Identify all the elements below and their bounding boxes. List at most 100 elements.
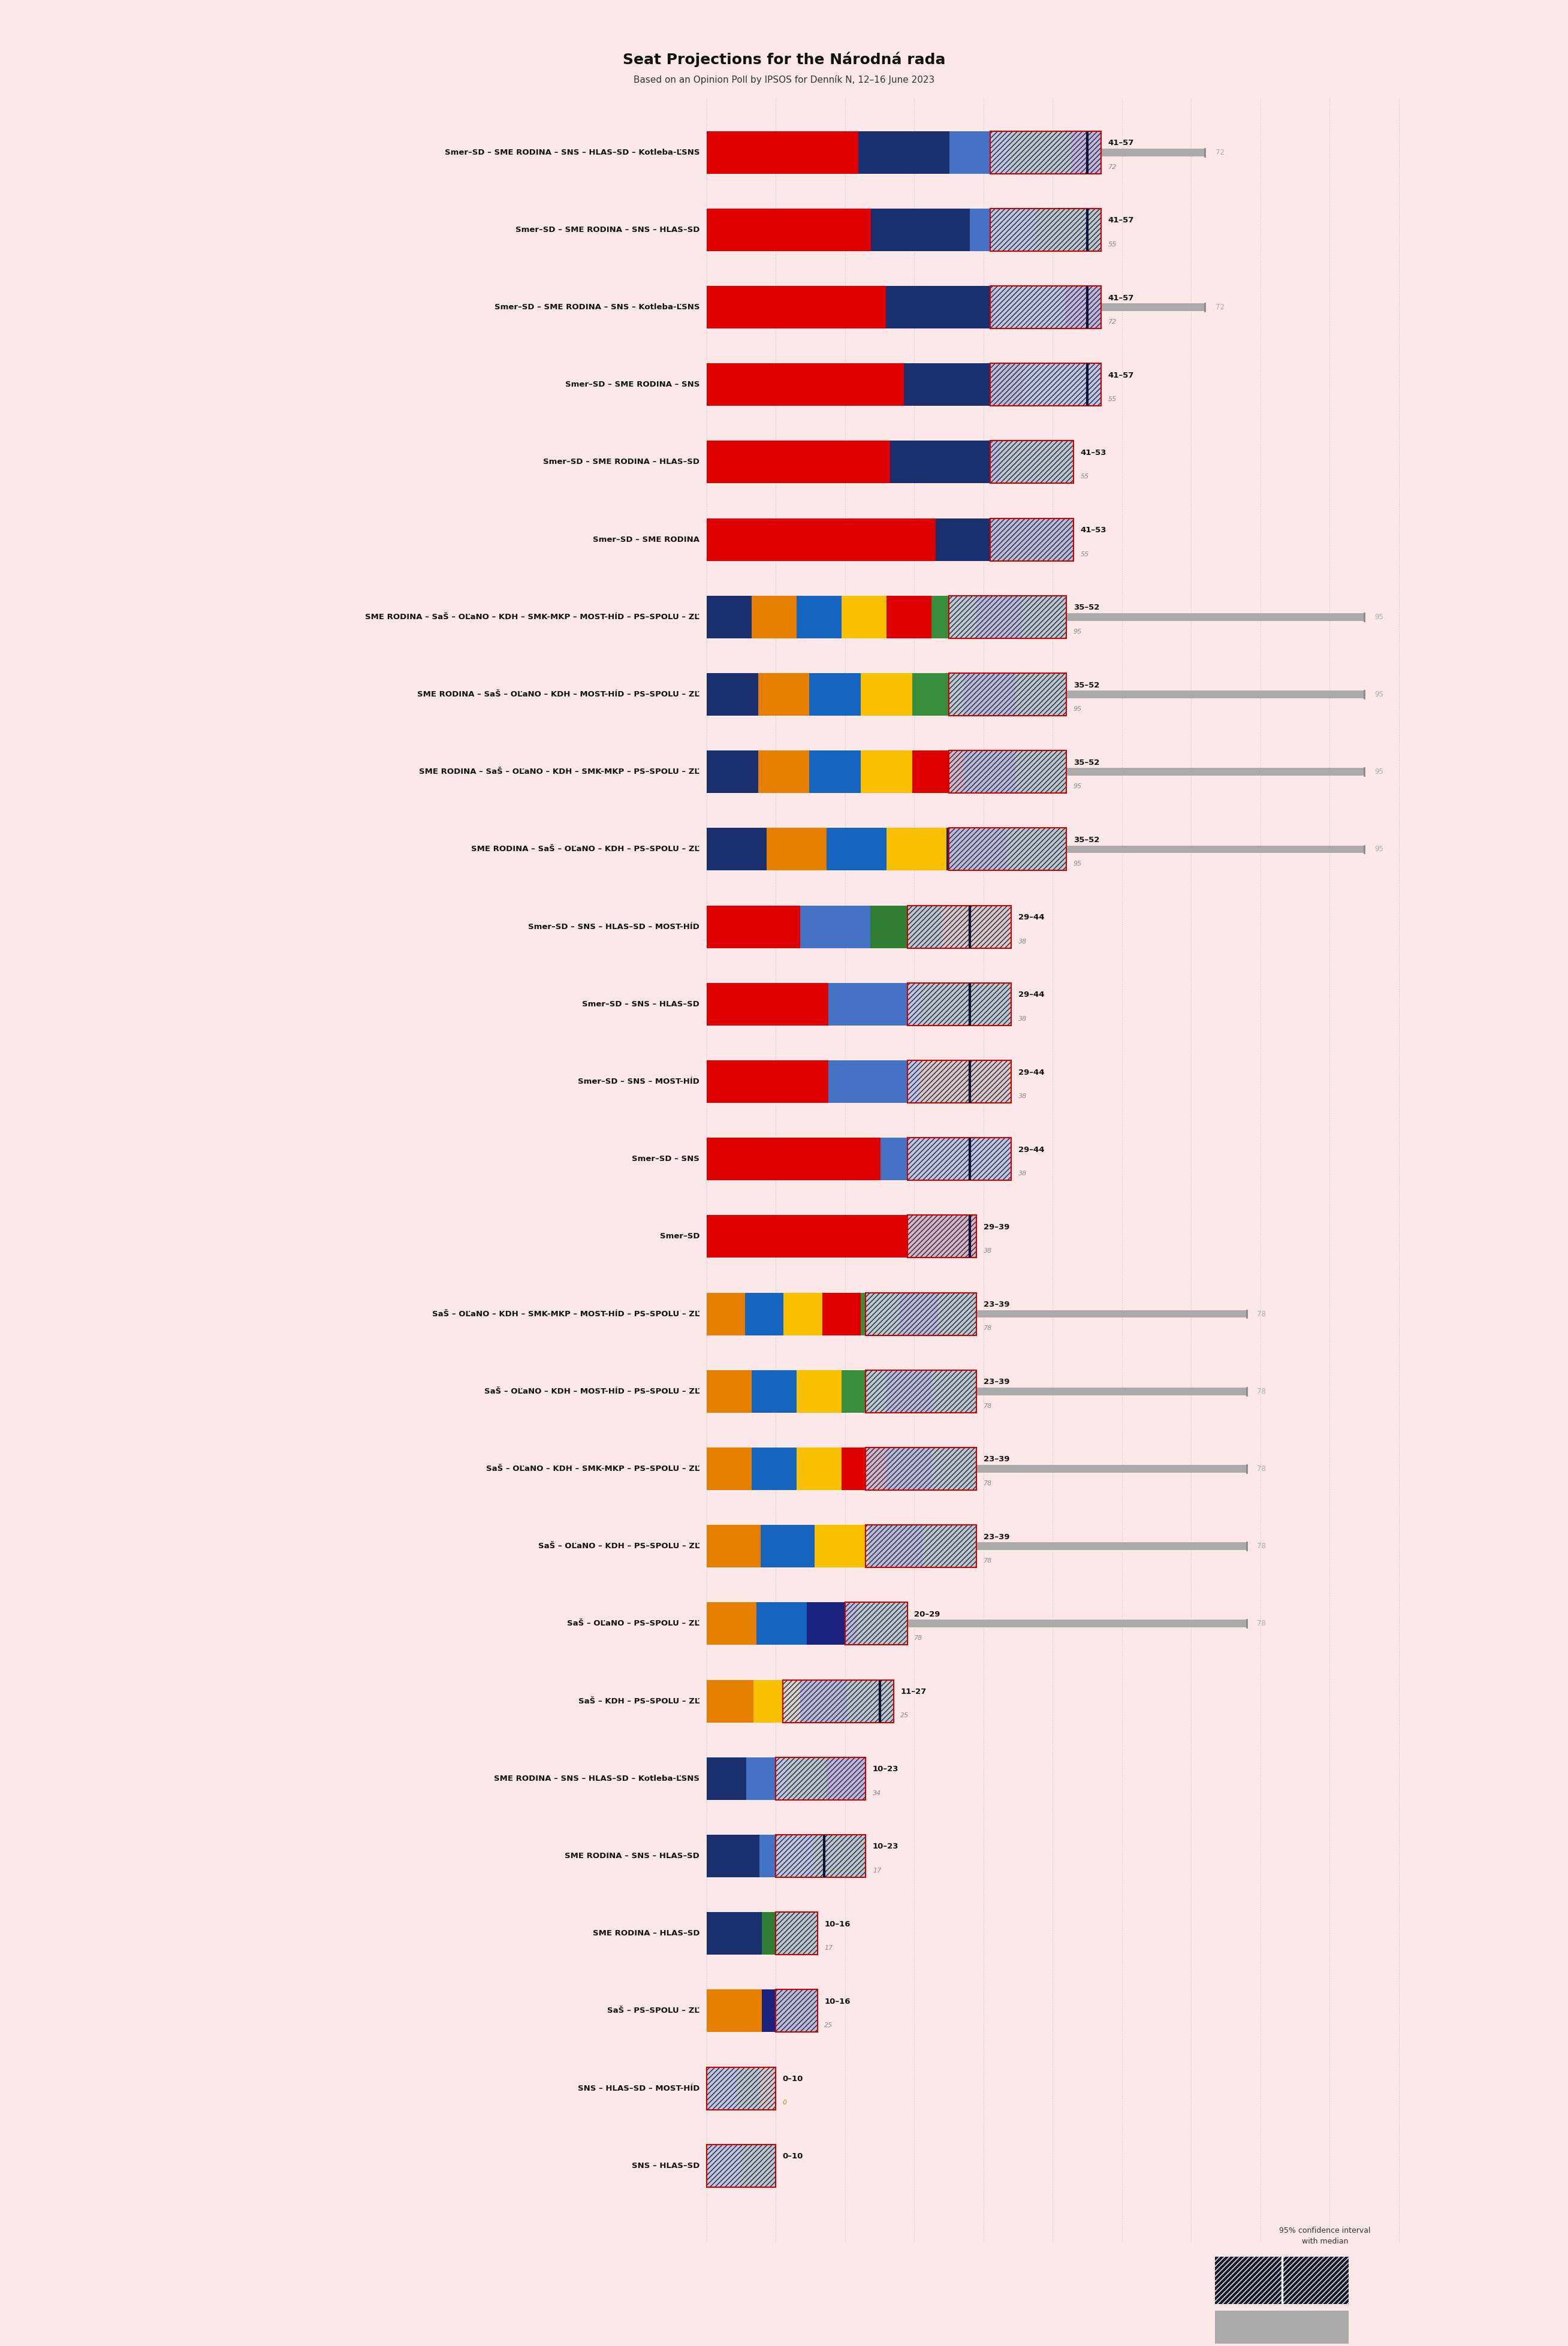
Bar bbox=[707, 673, 757, 716]
Bar bbox=[949, 596, 1066, 638]
Bar bbox=[707, 286, 886, 328]
Text: SME RODINA – HLAS–SD: SME RODINA – HLAS–SD bbox=[593, 1928, 699, 1938]
Bar bbox=[707, 1060, 828, 1103]
Bar bbox=[797, 1447, 842, 1490]
Bar bbox=[707, 1215, 977, 1257]
Bar bbox=[969, 209, 1035, 251]
Bar bbox=[1000, 441, 1074, 483]
Text: 38: 38 bbox=[1018, 1171, 1027, 1178]
Text: 95: 95 bbox=[1074, 629, 1082, 633]
Bar bbox=[707, 1912, 762, 1954]
Bar bbox=[908, 906, 1011, 948]
Bar bbox=[1066, 845, 1364, 854]
Text: 95: 95 bbox=[1074, 706, 1082, 713]
Bar bbox=[784, 1293, 822, 1335]
Text: 55: 55 bbox=[1080, 551, 1088, 556]
Bar bbox=[858, 1602, 908, 1645]
Text: Smer–SD – SME RODINA – HLAS–SD: Smer–SD – SME RODINA – HLAS–SD bbox=[543, 457, 699, 467]
Text: 23–39: 23–39 bbox=[983, 1300, 1010, 1309]
Bar bbox=[776, 1757, 866, 1799]
Text: 29–44: 29–44 bbox=[1018, 913, 1044, 922]
Bar bbox=[1066, 767, 1364, 777]
Bar bbox=[1014, 673, 1066, 716]
Text: Smer–SD – SME RODINA: Smer–SD – SME RODINA bbox=[593, 535, 699, 544]
Bar bbox=[991, 209, 1101, 251]
Bar bbox=[707, 131, 858, 174]
Bar bbox=[991, 364, 1101, 406]
Bar bbox=[1066, 690, 1364, 699]
Bar bbox=[1010, 131, 1071, 174]
Bar bbox=[707, 441, 891, 483]
Bar bbox=[1065, 286, 1101, 328]
Text: SME RODINA – SaŠ – OĽaNO – KDH – MOST-HÍD – PS–SPOLU – ZĽ: SME RODINA – SaŠ – OĽaNO – KDH – MOST-HÍ… bbox=[417, 690, 699, 699]
Text: SNS – HLAS–SD – MOST-HÍD: SNS – HLAS–SD – MOST-HÍD bbox=[577, 2083, 699, 2093]
Text: 25: 25 bbox=[825, 2022, 833, 2029]
Bar bbox=[776, 1989, 817, 2032]
Bar bbox=[908, 1138, 1011, 1180]
Text: 38: 38 bbox=[1018, 938, 1027, 945]
Text: SaŠ – OĽaNO – KDH – PS–SPOLU – ZĽ: SaŠ – OĽaNO – KDH – PS–SPOLU – ZĽ bbox=[538, 1541, 699, 1551]
Text: 78: 78 bbox=[1258, 1619, 1265, 1628]
Bar bbox=[751, 596, 797, 638]
Bar bbox=[812, 1835, 866, 1877]
Text: 95: 95 bbox=[1074, 784, 1082, 791]
Text: 78: 78 bbox=[1258, 1386, 1265, 1396]
Text: Smer–SD – SME RODINA – SNS: Smer–SD – SME RODINA – SNS bbox=[564, 380, 699, 389]
Bar bbox=[861, 673, 913, 716]
Bar bbox=[776, 1835, 866, 1877]
Bar bbox=[866, 1525, 977, 1567]
Text: 23–39: 23–39 bbox=[983, 1532, 1010, 1541]
Bar bbox=[869, 1525, 922, 1567]
Bar bbox=[866, 1293, 977, 1335]
Text: 78: 78 bbox=[1258, 1541, 1265, 1551]
Text: Smer–SD – SNS: Smer–SD – SNS bbox=[632, 1154, 699, 1164]
Bar bbox=[991, 518, 1074, 561]
Text: 55: 55 bbox=[1109, 242, 1116, 246]
Bar bbox=[870, 209, 969, 251]
Bar bbox=[991, 518, 1074, 561]
Bar bbox=[866, 1293, 977, 1335]
Bar bbox=[707, 1525, 760, 1567]
Text: 23–39: 23–39 bbox=[983, 1377, 1010, 1386]
Bar bbox=[1066, 612, 1364, 622]
Bar bbox=[991, 131, 1101, 174]
Bar bbox=[886, 596, 931, 638]
Bar bbox=[949, 828, 1066, 870]
Bar bbox=[797, 1370, 842, 1412]
Bar bbox=[1101, 303, 1206, 312]
Bar bbox=[991, 286, 1101, 328]
Bar bbox=[949, 673, 1066, 716]
Bar bbox=[991, 131, 1101, 174]
Bar bbox=[920, 1060, 1011, 1103]
Text: 25: 25 bbox=[900, 1713, 909, 1720]
Bar bbox=[707, 2144, 776, 2186]
Bar bbox=[908, 1619, 1247, 1628]
Bar bbox=[994, 286, 1065, 328]
Bar bbox=[991, 131, 1101, 174]
Bar bbox=[908, 1138, 1011, 1180]
Text: 78: 78 bbox=[983, 1403, 993, 1410]
Bar bbox=[866, 1525, 977, 1567]
Bar bbox=[707, 2144, 776, 2186]
Text: 78: 78 bbox=[983, 1480, 993, 1487]
Bar bbox=[900, 1293, 938, 1335]
Text: 23–39: 23–39 bbox=[983, 1455, 1010, 1464]
Bar bbox=[949, 751, 1066, 793]
Bar bbox=[707, 518, 936, 561]
Text: 0: 0 bbox=[782, 2100, 787, 2107]
Bar bbox=[797, 596, 842, 638]
Bar bbox=[938, 1293, 977, 1335]
Bar bbox=[891, 441, 1000, 483]
Bar bbox=[866, 1447, 977, 1490]
Bar bbox=[762, 1912, 817, 1954]
Bar bbox=[707, 828, 767, 870]
Bar bbox=[949, 673, 1066, 716]
Bar bbox=[842, 1370, 886, 1412]
Bar bbox=[908, 983, 1011, 1025]
Bar bbox=[707, 2067, 737, 2109]
Text: 95: 95 bbox=[1375, 690, 1383, 699]
Bar bbox=[913, 673, 964, 716]
Bar bbox=[707, 2144, 776, 2186]
Text: 41–53: 41–53 bbox=[1080, 526, 1107, 535]
Bar bbox=[991, 441, 1074, 483]
